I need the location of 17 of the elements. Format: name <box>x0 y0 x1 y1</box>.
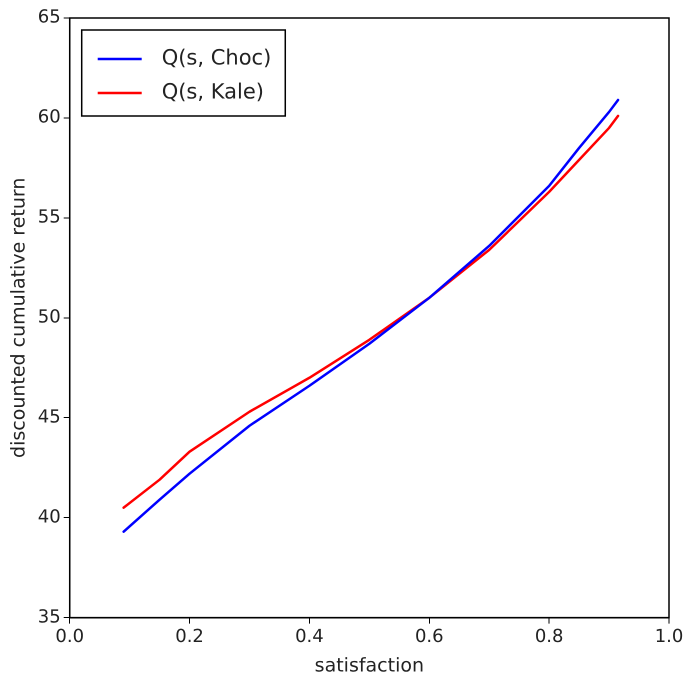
y-tick-label: 50 <box>38 306 61 328</box>
x-axis-title: satisfaction <box>314 654 424 677</box>
legend-label: Q(s, Choc) <box>162 45 272 70</box>
x-tick-label: 0.4 <box>295 626 324 648</box>
x-tick-label: 0.2 <box>175 626 204 648</box>
x-tick-label: 0.0 <box>55 626 84 648</box>
y-tick-label: 40 <box>38 506 61 528</box>
legend-label: Q(s, Kale) <box>162 79 264 104</box>
x-tick-label: 0.8 <box>534 626 564 648</box>
y-tick-label: 55 <box>38 206 61 228</box>
y-tick-label: 65 <box>38 6 61 28</box>
y-tick-label: 60 <box>38 106 61 128</box>
y-tick-label: 45 <box>38 406 61 428</box>
x-tick-label: 1.0 <box>654 626 684 648</box>
x-tick-label: 0.6 <box>414 626 444 648</box>
y-tick-label: 35 <box>38 606 61 628</box>
y-axis-title: discounted cumulative return <box>7 178 30 458</box>
